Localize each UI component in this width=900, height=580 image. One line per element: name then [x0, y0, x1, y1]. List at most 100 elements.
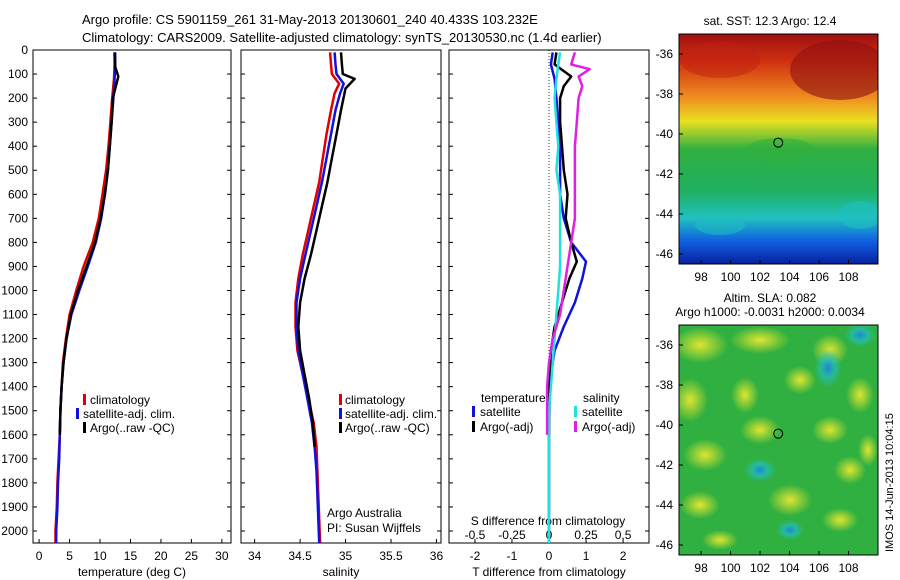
- header-line2: Climatology: CARS2009. Satellite-adjuste…: [82, 30, 602, 45]
- depth-tick-label: 1900: [1, 500, 28, 514]
- depth-tick-label: 1300: [1, 356, 28, 370]
- sla-blob: [822, 508, 858, 532]
- depth-tick-label: 100: [8, 67, 28, 81]
- legend-label-t-argo: Argo(-adj): [480, 420, 533, 434]
- legend-swatch-s-satellite: [574, 406, 577, 417]
- sla-blob: [768, 484, 812, 516]
- argo-position-marker: [773, 428, 784, 439]
- map-y-tick-label: -42: [656, 458, 674, 472]
- depth-tick-label: 800: [8, 235, 28, 249]
- series-line-climatology: [294, 52, 341, 544]
- s-diff-tick-label: -0.5: [465, 528, 486, 542]
- depth-tick-label: 0: [21, 43, 28, 57]
- sst-cool-patch: [695, 215, 745, 235]
- sla-blob: [730, 326, 790, 354]
- s-diff-tick-label: 0.25: [574, 528, 598, 542]
- sst-cool-patch: [838, 201, 878, 229]
- legend-swatch-climatology: [83, 394, 86, 405]
- map-x-tick-label: 104: [780, 561, 800, 575]
- sla-map-frame: [678, 324, 879, 556]
- legend-swatch-climatology: [339, 394, 342, 405]
- depth-tick-label: 400: [8, 139, 28, 153]
- series-line-argo-raw-qc-: [58, 52, 120, 435]
- x-ticks: 0 5 10 15 20 25 30 34 34.5 35 35.5 36 -2 -1 0 1 2 -0.5 -0.…: [36, 528, 632, 563]
- sla-blob: [740, 416, 780, 444]
- sla-blob: [834, 456, 866, 484]
- depth-tick-label: 700: [8, 211, 28, 225]
- sla-blob: [776, 520, 804, 540]
- difference-xlabel: T difference from climatology: [472, 565, 626, 579]
- legend-swatch-satellite: [76, 408, 79, 419]
- series-line-argo-raw-qc-: [297, 52, 356, 447]
- map-y-tick-label: -40: [656, 127, 674, 141]
- x-tick-label: 10: [93, 549, 107, 563]
- sst-mid-patch: [745, 138, 815, 162]
- sla-blob: [784, 366, 816, 394]
- legend-swatch-argo: [83, 422, 86, 433]
- depth-tick-label: 1400: [1, 380, 28, 394]
- difference-series: [545, 52, 591, 543]
- depth-tick-label: 1500: [1, 404, 28, 418]
- credit-line1: Argo Australia: [327, 506, 402, 520]
- map-x-tick-label: 98: [694, 270, 708, 284]
- legend-label-argo: Argo(..raw -QC): [90, 421, 175, 435]
- map-y-tick-label: -44: [656, 498, 674, 512]
- map-x-tick-label: 108: [839, 270, 859, 284]
- credit-line2: PI: Susan Wijffels: [327, 521, 421, 535]
- difference-legend: temperature salinity satellite Argo(-adj…: [472, 391, 635, 434]
- sla-map-title-line1: Altim. SLA: 0.082: [724, 291, 817, 305]
- sla-map-ticks: 98 100 102 104 106 108 -36 -38 -40 -42 -44 -46: [656, 338, 859, 575]
- salinity-axes: [240, 49, 442, 544]
- timestamp-stamp: IMOS 14-Jun-2013 10:04:15: [884, 413, 896, 552]
- salinity-xlabel: salinity: [323, 565, 360, 579]
- x-tick-label: 0: [546, 549, 553, 563]
- sla-blob: [844, 325, 876, 347]
- depth-tick-label: 1200: [1, 332, 28, 346]
- series-line-argo-adj-: [547, 52, 579, 435]
- sla-blob: [731, 377, 759, 413]
- x-tick-label: 34.5: [288, 549, 312, 563]
- map-x-tick-label: 108: [839, 561, 859, 575]
- depth-tick-label: 300: [8, 115, 28, 129]
- sla-blob: [683, 439, 727, 471]
- depth-tick-label: 1700: [1, 452, 28, 466]
- series-line-climatology: [54, 52, 116, 543]
- series-line-satellite: [547, 52, 588, 543]
- depth-tick-label: 1800: [1, 476, 28, 490]
- sla-blob: [679, 378, 708, 422]
- legend-swatch-satellite: [339, 408, 342, 419]
- x-tick-label: 25: [185, 549, 199, 563]
- argo-position-marker: [773, 137, 784, 148]
- depth-tick-label: 500: [8, 163, 28, 177]
- legend-label-satellite: satellite-adj. clim.: [83, 407, 175, 421]
- x-tick-label: 35: [339, 549, 353, 563]
- header-line1: Argo profile: CS 5901159_261 31-May-2013…: [82, 12, 538, 27]
- sla-blob: [858, 434, 878, 466]
- x-tick-label: 5: [66, 549, 73, 563]
- map-y-tick-label: -46: [656, 247, 674, 261]
- legend-swatch-t-argo: [472, 421, 475, 432]
- map-y-tick-label: -44: [656, 207, 674, 221]
- sst-warm-patch: [680, 42, 760, 78]
- salinity-legend: climatology satellite-adj. clim. Argo(..…: [339, 393, 437, 435]
- sla-blob: [680, 491, 720, 519]
- temperature-series: [54, 52, 120, 543]
- x-tick-label: 30: [215, 549, 229, 563]
- map-x-tick-label: 106: [809, 561, 829, 575]
- x-tick-label: 20: [154, 549, 168, 563]
- map-y-tick-label: -40: [656, 418, 674, 432]
- legend-label-s-satellite: satellite: [582, 405, 623, 419]
- map-x-tick-label: 102: [750, 561, 770, 575]
- sst-warm-patch: [790, 40, 878, 100]
- depth-tick-label: 1100: [2, 308, 28, 322]
- s-diff-tick-label: 0.5: [615, 528, 632, 542]
- legend-label-t-satellite: satellite: [480, 405, 521, 419]
- sla-blob: [846, 377, 874, 413]
- series-line-satellite-adj-clim-: [54, 52, 117, 543]
- depth-tick-label: 1000: [1, 283, 28, 297]
- legend-swatch-argo: [339, 422, 342, 433]
- series-line-satellite-adj-clim-: [295, 52, 345, 544]
- x-tick-label: 15: [124, 549, 138, 563]
- sla-blobs: [679, 325, 878, 550]
- temperature-xlabel: temperature (deg C): [78, 565, 186, 579]
